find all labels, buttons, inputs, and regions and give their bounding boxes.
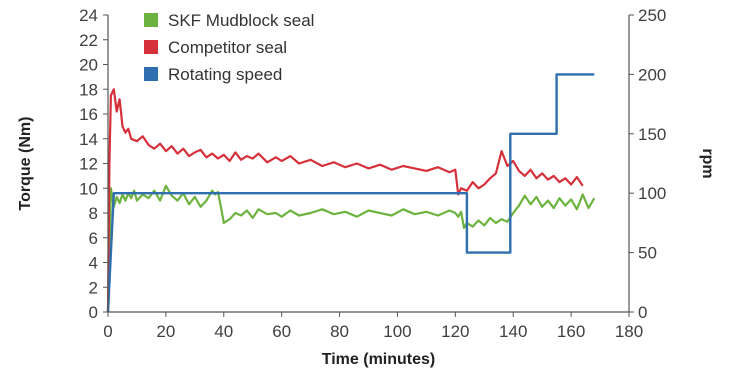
y-left-tick-label: 0 xyxy=(89,303,98,322)
ticks-layer: 0 20 40 60 80 100 120 140 160 1800246810121416182… xyxy=(79,6,666,341)
legend-label: Rotating speed xyxy=(168,65,282,84)
legend: SKF Mudblock seal Competitor seal Rotating… xyxy=(144,11,314,84)
y-left-tick-label: 6 xyxy=(89,229,98,248)
y-right-axis-title: rpm xyxy=(699,148,716,178)
series-line-2 xyxy=(106,88,584,313)
y-right-tick-label: 50 xyxy=(638,244,657,263)
x-tick-label: 40 xyxy=(214,322,233,341)
series-layer xyxy=(106,73,596,313)
x-tick-label: 80 xyxy=(330,322,349,341)
y-right-tick-label: 150 xyxy=(638,125,666,144)
y-left-tick-label: 4 xyxy=(89,254,98,273)
y-left-tick-label: 12 xyxy=(79,155,98,174)
y-left-tick-label: 14 xyxy=(79,130,98,149)
axes-layer xyxy=(107,15,630,313)
y-left-tick-label: 22 xyxy=(79,31,98,50)
y-left-tick-label: 2 xyxy=(89,278,98,297)
x-tick-label: 140 xyxy=(499,322,527,341)
y-left-tick-label: 18 xyxy=(79,80,98,99)
y-left-tick-label: 20 xyxy=(79,56,98,75)
x-tick-label: 60 xyxy=(272,322,291,341)
y-left-tick-label: 24 xyxy=(79,6,98,25)
y-right-tick-label: 200 xyxy=(638,65,666,84)
legend-label: SKF Mudblock seal xyxy=(168,11,314,30)
x-axis-title: Time (minutes) xyxy=(322,351,436,368)
legend-swatch xyxy=(144,67,158,81)
legend-swatch xyxy=(144,13,158,27)
x-tick-label: 120 xyxy=(441,322,469,341)
x-tick-label: 0 xyxy=(103,322,112,341)
y-left-tick-label: 10 xyxy=(79,179,98,198)
legend-label: Competitor seal xyxy=(168,38,287,57)
series-line-3 xyxy=(106,73,595,313)
y-right-tick-label: 250 xyxy=(638,6,666,25)
x-tick-label: 180 xyxy=(615,322,643,341)
y-right-tick-label: 100 xyxy=(638,184,666,203)
x-tick-label: 160 xyxy=(557,322,585,341)
series-line-1 xyxy=(106,184,596,313)
legend-swatch xyxy=(144,40,158,54)
y-left-tick-label: 16 xyxy=(79,105,98,124)
y-right-tick-label: 0 xyxy=(638,303,647,322)
x-tick-label: 100 xyxy=(383,322,411,341)
y-left-tick-label: 8 xyxy=(89,204,98,223)
y-left-axis-title: Torque (Nm) xyxy=(17,117,34,211)
x-tick-label: 20 xyxy=(156,322,175,341)
